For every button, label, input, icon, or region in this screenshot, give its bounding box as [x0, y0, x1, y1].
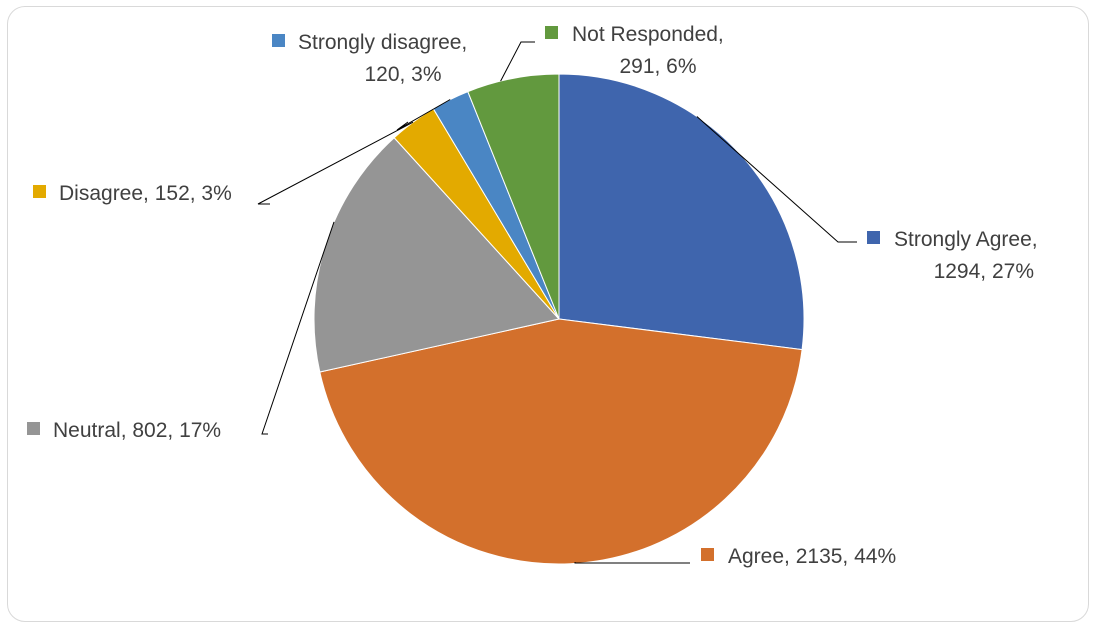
pie-slices [313, 73, 805, 565]
pie-slice-not-responded [467, 73, 560, 320]
legend-key-strongly-disagree [272, 34, 285, 47]
label-strongly-agree-line1: Strongly Agree, [894, 228, 1038, 251]
legend-key-agree [701, 548, 714, 561]
label-strongly-disagree-line2: 120, 3% [364, 63, 441, 86]
label-not-responded-line1: Not Responded, [572, 23, 724, 46]
label-agree: Agree, 2135, 44% [701, 545, 896, 568]
leader-line-neutral [261, 221, 335, 435]
leader-line-disagree [257, 121, 414, 205]
leader-lines [257, 41, 857, 564]
label-not-responded: Not Responded, 291, 6% [545, 23, 724, 78]
label-strongly-agree-line2: 1294, 27% [934, 260, 1034, 283]
legend-key-strongly-agree [867, 231, 880, 244]
label-strongly-disagree-line1: Strongly disagree, [298, 31, 467, 54]
label-strongly-disagree: Strongly disagree, 120, 3% [272, 31, 467, 86]
leader-line-not-responded [500, 41, 535, 82]
pie-slice-neutral [313, 137, 560, 373]
leader-line-strongly-disagree [396, 99, 451, 131]
legend-key-disagree [33, 185, 46, 198]
label-not-responded-line2: 291, 6% [619, 55, 696, 78]
leader-line-strongly-agree [696, 116, 857, 243]
legend-key-neutral [27, 422, 40, 435]
leader-line-agree [574, 562, 690, 564]
label-neutral-line1: Neutral, 802, 17% [53, 419, 221, 442]
pie-slice-strongly-agree [558, 73, 805, 351]
pie-slice-agree [319, 318, 803, 565]
label-agree-line1: Agree, 2135, 44% [728, 545, 896, 568]
label-neutral: Neutral, 802, 17% [27, 419, 221, 442]
label-disagree-line1: Disagree, 152, 3% [59, 182, 232, 205]
legend-key-not-responded [545, 26, 558, 39]
label-strongly-agree: Strongly Agree, 1294, 27% [867, 228, 1038, 283]
label-disagree: Disagree, 152, 3% [33, 182, 232, 205]
